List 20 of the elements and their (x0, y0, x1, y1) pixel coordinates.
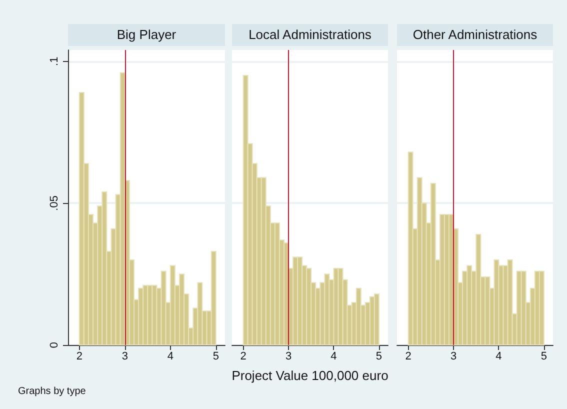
chart-title: Local Administrations (232, 24, 388, 46)
y-tick-label: .1 (48, 56, 60, 66)
x-tick-label: 5 (540, 350, 548, 362)
x-tick-label: 2 (76, 350, 82, 362)
text: Graphs by type (18, 386, 86, 397)
x-tick-label: 2 (405, 350, 412, 362)
y-tick-label: 0 (48, 342, 60, 348)
x-tick-label: 4 (167, 350, 174, 362)
y-tick-label: .05 (48, 196, 60, 211)
x-tick-label: 5 (376, 350, 382, 362)
x-tick-label: 3 (285, 350, 292, 362)
chart-title: Other Administrations (397, 24, 553, 46)
chart-title: Big Player (68, 24, 225, 46)
x-tick-label: 3 (122, 350, 128, 362)
x-tick-label: 4 (330, 350, 337, 362)
x-tick-label: 3 (450, 350, 457, 362)
x-tick-label: 5 (212, 350, 219, 362)
x-tick-label: 4 (496, 350, 502, 362)
x-tick-label: 2 (240, 350, 246, 362)
x-axis-title: Project Value 100,000 euro (232, 368, 388, 383)
